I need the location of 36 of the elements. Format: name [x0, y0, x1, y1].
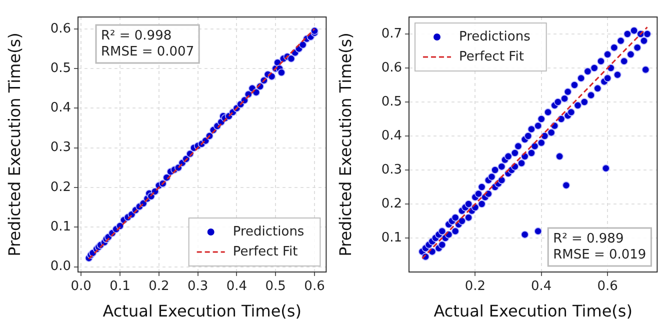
y-tick-label: 0.7 [381, 26, 402, 42]
x-axis-title: Actual Execution Time(s) [434, 302, 632, 321]
x-tick-label: 0.1 [110, 279, 130, 294]
y-tick-label: 0.6 [50, 21, 71, 36]
x-tick-label: 0.6 [304, 279, 325, 294]
legend-label: Perfect Fit [459, 49, 524, 64]
y-tick-label: 0.0 [50, 259, 71, 274]
legend-label: Perfect Fit [232, 244, 298, 260]
y-tick-label: 0.1 [50, 220, 71, 235]
x-axis-title: Actual Execution Time(s) [102, 302, 302, 321]
x-tick-label: 0.3 [187, 279, 208, 294]
x-tick-label: 0.4 [531, 279, 552, 294]
x-tick-label: 0.0 [70, 279, 92, 294]
x-tick-label: 0.2 [148, 279, 170, 294]
x-tick-label: 0.4 [226, 279, 248, 294]
y-axis-title: Predicted Execution Time(s) [4, 32, 24, 256]
y-tick-label: 0.6 [381, 60, 402, 76]
y-tick-label: 0.1 [381, 230, 402, 246]
legend-label: Predictions [459, 29, 531, 44]
y-tick-label: 0.2 [381, 196, 402, 212]
y-tick-label: 0.4 [50, 100, 71, 116]
x-tick-label: 0.6 [597, 279, 618, 294]
y-tick-label: 0.3 [50, 140, 71, 156]
legend-label: Predictions [232, 224, 304, 240]
y-tick-label: 0.5 [50, 60, 71, 76]
y-tick-label: 0.4 [381, 128, 402, 144]
annotation: R² = 0.998 [101, 28, 172, 44]
x-tick-label: 0.5 [265, 279, 286, 294]
annotation: R² = 0.989 [553, 231, 624, 246]
y-tick-label: 0.2 [50, 180, 71, 195]
y-tick-label: 0.3 [381, 162, 402, 178]
y-tick-label: 0.5 [381, 94, 402, 110]
x-tick-label: 0.2 [464, 279, 486, 294]
annotation: RMSE = 0.019 [553, 247, 646, 262]
annotation: RMSE = 0.007 [101, 44, 194, 60]
y-axis-title: Predicted Execution Time(s) [336, 32, 355, 256]
